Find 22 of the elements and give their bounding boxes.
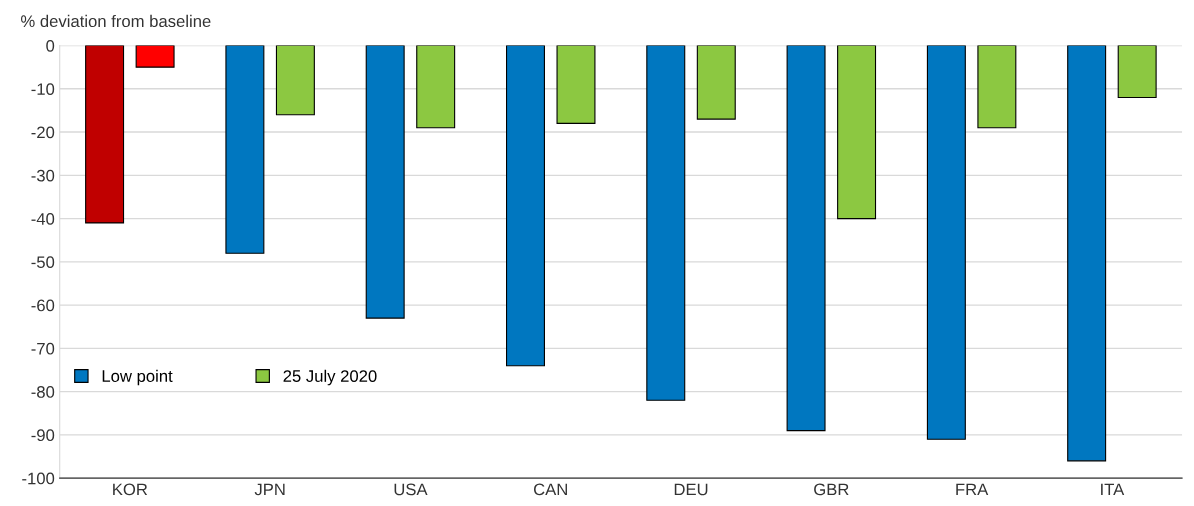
x-tick-label: KOR [113, 483, 148, 496]
y-tick-label: -80 [31, 386, 55, 398]
x-tick-label: JPN [254, 483, 285, 496]
y-tick-label: -100 [22, 472, 55, 485]
y-tick-label: -10 [31, 83, 55, 96]
x-tick-label: ITA [1101, 483, 1125, 496]
legend-label: 25 July 2020 [283, 369, 377, 386]
x-tick-label: USA [394, 483, 428, 496]
y-tick-label: -20 [31, 126, 55, 139]
y-axis-title: % deviation from baseline [21, 14, 211, 28]
y-tick-label: -70 [31, 342, 55, 355]
y-tick-label: -50 [31, 256, 55, 269]
x-tick-label: FRA [956, 483, 989, 496]
x-tick-label: GBR [814, 483, 849, 496]
x-tick-label: DEU [674, 483, 708, 496]
y-tick-label: 0 [46, 39, 55, 52]
x-tick-label: CAN [533, 483, 567, 496]
legend-label: Low point [102, 369, 173, 386]
y-tick-label: -60 [31, 299, 55, 312]
y-tick-label: -90 [31, 429, 55, 442]
y-tick-label: -30 [31, 169, 55, 182]
y-tick-label: -40 [31, 212, 55, 225]
